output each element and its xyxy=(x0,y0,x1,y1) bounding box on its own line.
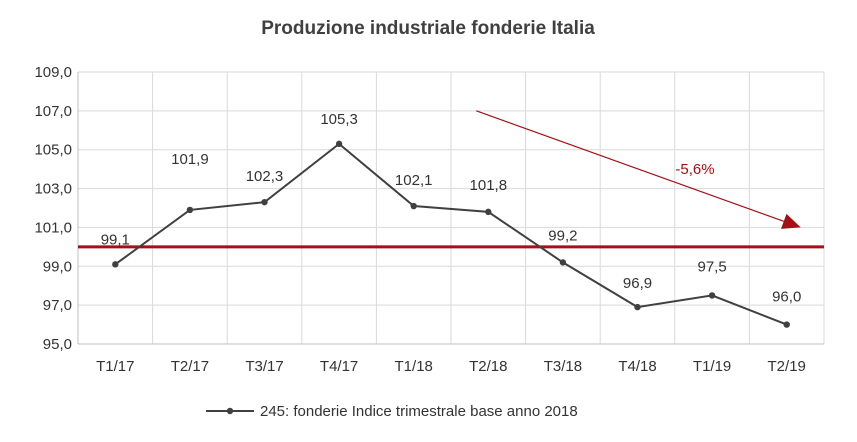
y-axis: 95,0 97,0 99,0 101,0 103,0 105,0 107,0 109,0 xyxy=(34,64,79,353)
data-point xyxy=(410,202,417,210)
y-tick-label: 107,0 xyxy=(34,103,72,120)
y-tick-label: 109,0 xyxy=(34,64,72,81)
data-label: 102,3 xyxy=(246,168,284,185)
trend-arrow-group: -5,6% xyxy=(476,110,801,229)
data-label: 96,9 xyxy=(623,275,652,292)
series-line xyxy=(114,142,788,326)
x-tick-label: T4/18 xyxy=(618,358,656,375)
data-point xyxy=(783,321,790,328)
data-label: 96,0 xyxy=(772,289,801,306)
x-tick-label: T3/17 xyxy=(245,358,283,375)
legend-marker xyxy=(226,407,234,415)
data-label: 97,5 xyxy=(697,258,726,275)
data-label: 102,1 xyxy=(395,172,433,189)
series-group xyxy=(112,140,790,328)
legend: 245: fonderie Indice trimestrale base an… xyxy=(206,403,578,420)
x-tick-label: T2/17 xyxy=(171,358,209,375)
data-labels: 99,1 101,9 102,3 105,3 102,1 101,8 99,2 96,9 97,… xyxy=(101,111,802,306)
y-tick-label: 105,0 xyxy=(34,142,72,159)
y-tick-label: 99,0 xyxy=(43,258,72,275)
data-point xyxy=(335,140,343,148)
data-point xyxy=(186,206,194,214)
x-tick-label: T3/18 xyxy=(544,358,582,375)
trend-label: -5,6% xyxy=(675,161,714,178)
trend-arrow-head xyxy=(781,213,801,229)
y-tick-label: 103,0 xyxy=(34,181,72,198)
data-label: 99,1 xyxy=(101,231,130,248)
data-point xyxy=(261,198,268,206)
x-tick-label: T1/19 xyxy=(693,358,731,375)
x-tick-label: T4/17 xyxy=(320,358,358,375)
x-tick-label: T1/17 xyxy=(96,358,134,375)
data-point xyxy=(485,208,492,216)
data-label: 101,9 xyxy=(171,151,209,168)
x-tick-label: T2/19 xyxy=(768,358,806,375)
legend-label: 245: fonderie Indice trimestrale base an… xyxy=(260,403,578,420)
data-label: 99,2 xyxy=(548,227,577,244)
x-axis: T1/17 T2/17 T3/17 T4/17 T1/18 T2/18 T3/18 T4/18… xyxy=(78,343,824,375)
data-point xyxy=(634,303,641,311)
y-tick-label: 101,0 xyxy=(34,219,72,236)
data-point xyxy=(112,261,119,268)
y-tick-label: 95,0 xyxy=(43,336,72,353)
y-tick-label: 97,0 xyxy=(43,297,72,314)
data-point xyxy=(559,259,567,266)
data-label: 105,3 xyxy=(320,111,358,128)
trend-arrow-line xyxy=(476,110,784,222)
data-label: 101,8 xyxy=(470,177,508,194)
chart-title: Produzione industriale fonderie Italia xyxy=(261,18,595,39)
x-tick-label: T1/18 xyxy=(395,358,433,375)
data-point xyxy=(708,292,716,299)
x-tick-label: T2/18 xyxy=(469,358,507,375)
